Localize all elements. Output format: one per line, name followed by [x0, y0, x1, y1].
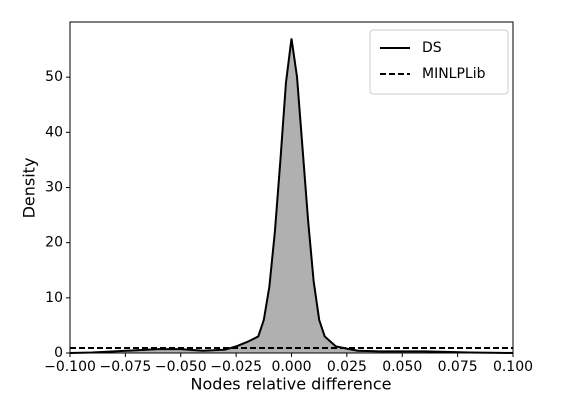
x-tick-label: 0.050 — [382, 359, 422, 375]
y-tick-label: 30 — [45, 180, 63, 196]
x-tick-label: −0.025 — [210, 359, 262, 375]
x-tick-label: 0.100 — [493, 359, 533, 375]
x-tick-label: 0.000 — [271, 359, 311, 375]
legend-label: DS — [422, 40, 442, 56]
line — [69, 38, 514, 354]
y-axis-label: Density — [20, 158, 39, 219]
y-tick-label: 10 — [45, 290, 63, 306]
y-tick-label: 0 — [54, 345, 63, 361]
area — [70, 38, 513, 354]
x-tick-label: 0.025 — [327, 359, 367, 375]
x-axis-label: Nodes relative difference — [191, 375, 392, 394]
y-tick-label: 50 — [45, 69, 63, 85]
x-tick-label: 0.075 — [438, 359, 478, 375]
y-tick-label: 40 — [45, 124, 63, 140]
x-tick-label: −0.100 — [44, 359, 96, 375]
legend-box — [369, 29, 509, 95]
y-tick-label: 20 — [45, 235, 63, 251]
legend-label: MINLPLib — [422, 66, 486, 82]
x-tick-label: −0.075 — [99, 359, 151, 375]
x-tick-label: −0.050 — [155, 359, 207, 375]
